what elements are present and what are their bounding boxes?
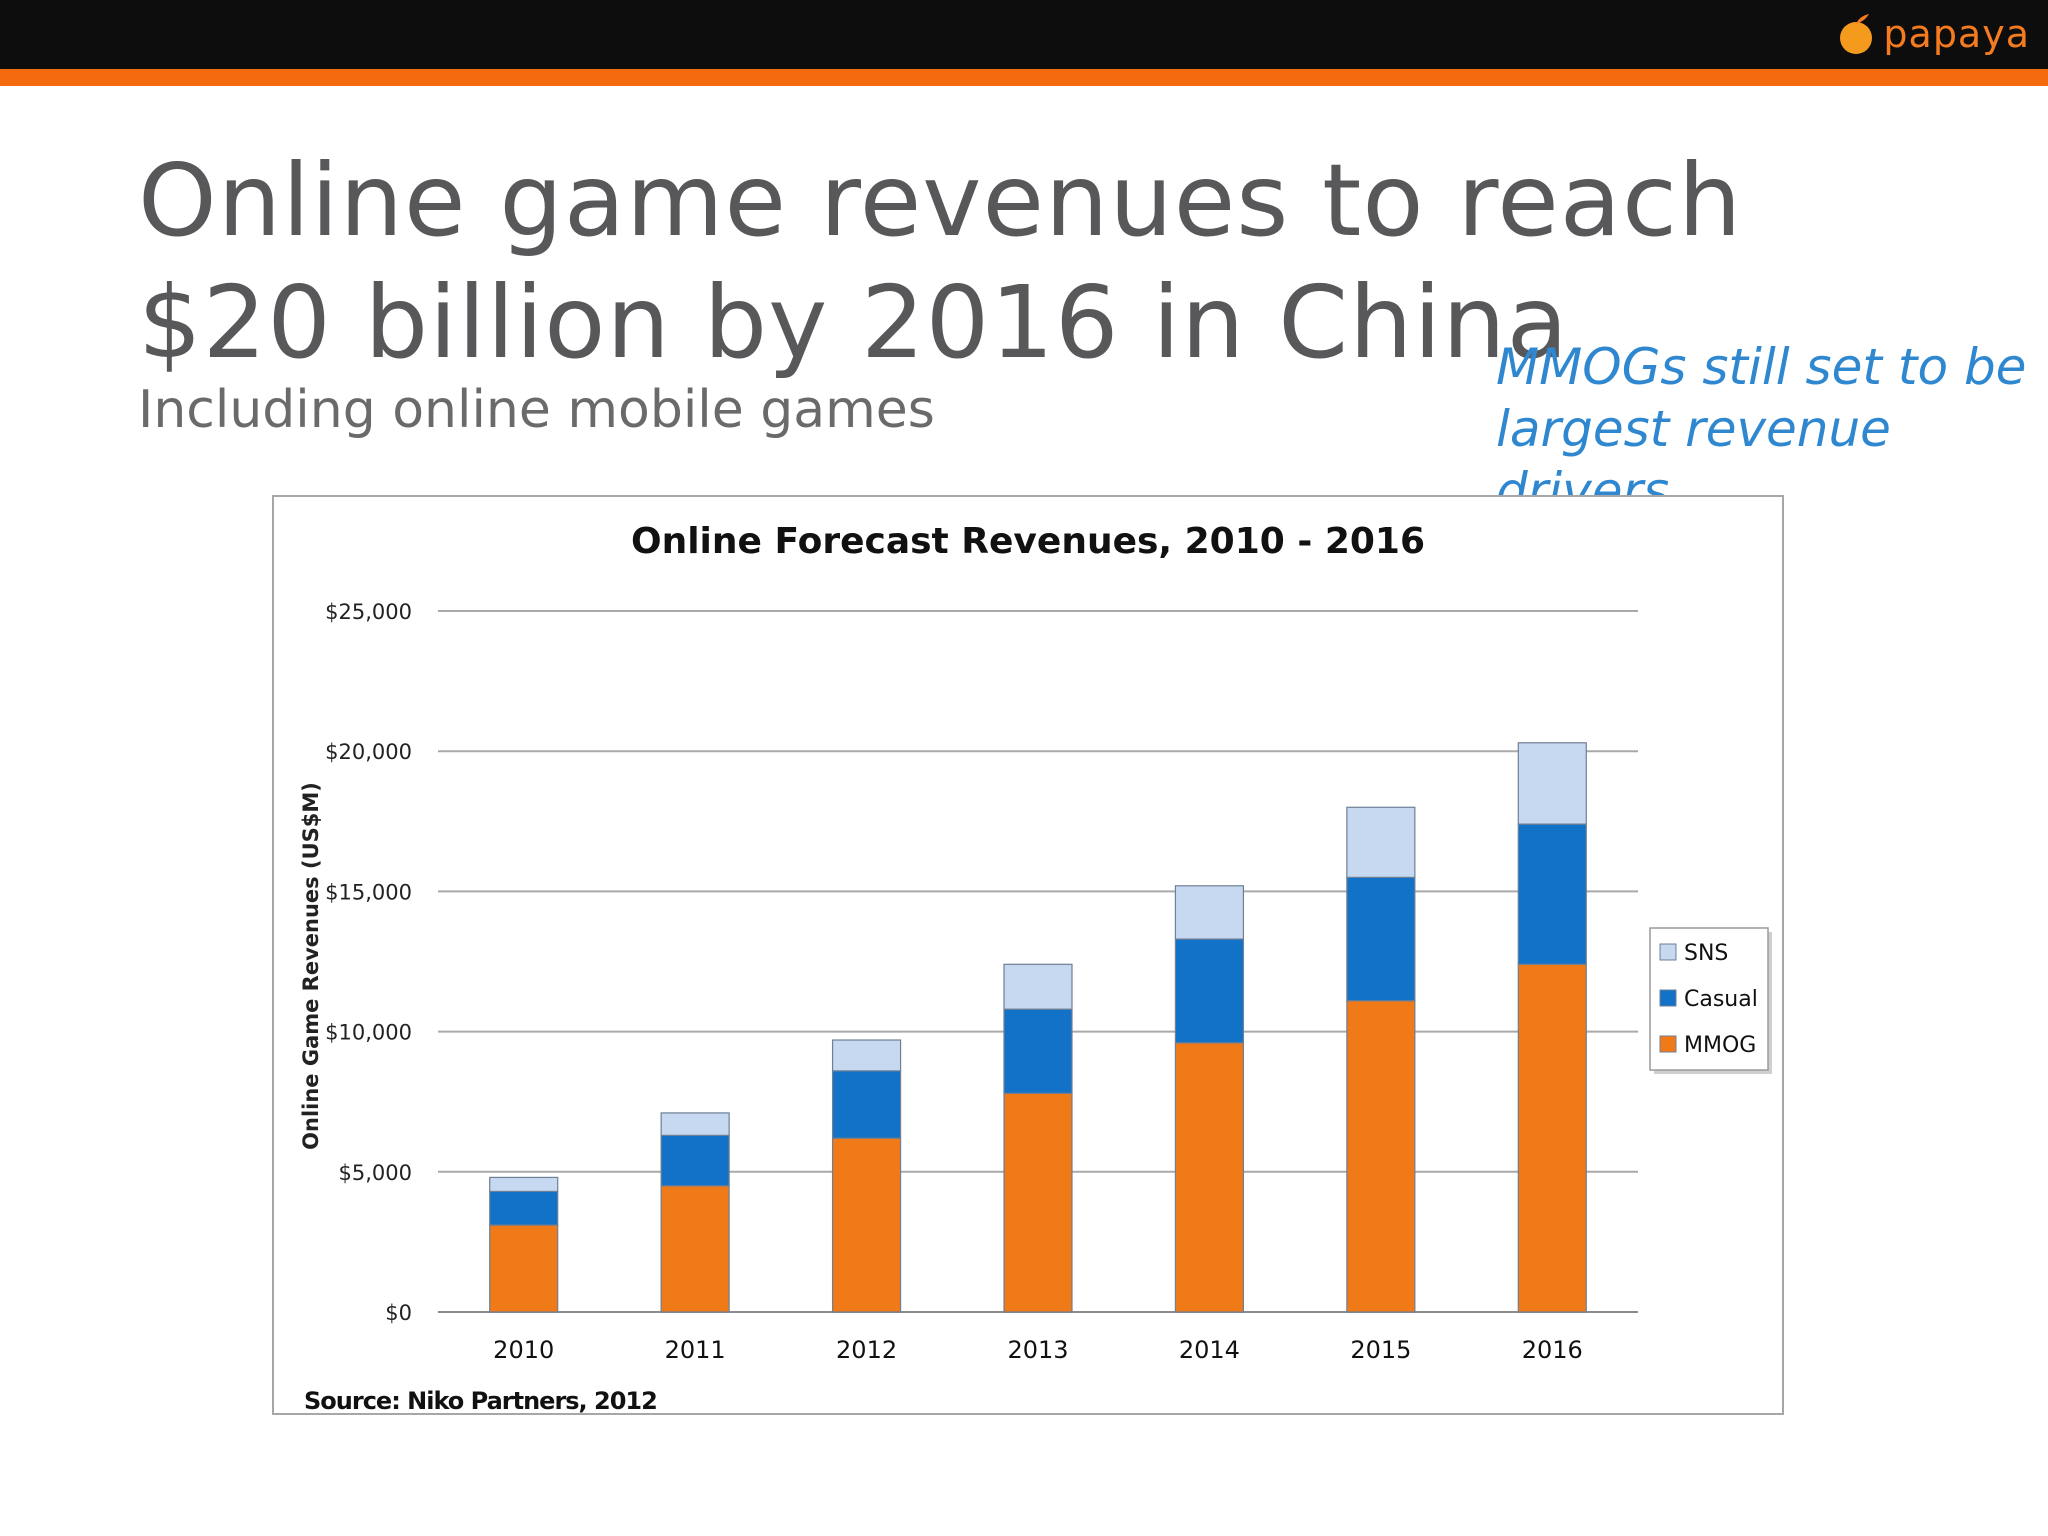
y-tick-label: $15,000 <box>325 880 412 904</box>
chart-title: Online Forecast Revenues, 2010 - 2016 <box>631 521 1425 562</box>
bar-mmog <box>1174 1042 1245 1313</box>
bar-mmog <box>831 1137 902 1313</box>
y-tick-label: $25,000 <box>325 600 412 624</box>
legend-swatch-sns <box>1659 943 1677 961</box>
bar-casual <box>1003 1008 1073 1094</box>
x-tick-label: 2016 <box>1522 1336 1583 1364</box>
top-bar <box>0 0 2048 69</box>
legend-label-sns: SNS <box>1684 941 1728 966</box>
bar-mmog <box>1003 1092 1073 1313</box>
y-tick-label: $5,000 <box>339 1161 412 1185</box>
brand-logo: papaya <box>1837 10 2030 58</box>
bar-casual <box>1517 823 1587 965</box>
chart-panel: Online Forecast Revenues, 2010 - 2016 On… <box>272 495 1784 1415</box>
bar-sns <box>831 1039 902 1072</box>
y-axis-label: Online Game Revenues (US$M) <box>299 782 323 1150</box>
bar-casual <box>831 1070 902 1139</box>
x-tick-label: 2014 <box>1179 1336 1240 1364</box>
bar-casual <box>489 1190 559 1226</box>
y-tick-label: $10,000 <box>325 1021 412 1045</box>
y-tick-label: $20,000 <box>325 740 412 764</box>
x-tick-label: 2011 <box>665 1336 726 1364</box>
x-tick-label: 2013 <box>1007 1336 1068 1364</box>
bar-sns <box>1003 963 1073 1010</box>
revenue-chart: Online Forecast Revenues, 2010 - 2016 On… <box>299 521 1772 1413</box>
accent-stripe <box>0 69 2048 86</box>
y-tick-label: $0 <box>385 1301 412 1325</box>
x-tick-label: 2015 <box>1350 1336 1411 1364</box>
brand-name: papaya <box>1883 12 2030 56</box>
bar-mmog <box>660 1185 730 1313</box>
bar-casual <box>660 1134 730 1187</box>
chart-source: Source: Niko Partners, 2012 <box>304 1387 657 1413</box>
bar-sns <box>660 1112 730 1136</box>
bar-mmog <box>489 1224 559 1313</box>
papaya-fruit-icon <box>1840 14 1873 54</box>
bar-sns <box>1346 806 1416 878</box>
bar-sns <box>489 1176 559 1193</box>
bar-mmog <box>1517 963 1587 1313</box>
bar-sns <box>1174 885 1245 940</box>
x-tick-label: 2010 <box>493 1336 554 1364</box>
bar-sns <box>1517 742 1587 825</box>
bar-casual <box>1174 938 1245 1044</box>
slide-subtitle: Including online mobile games <box>138 380 935 440</box>
slide-title: Online game revenues to reach $20 billio… <box>138 142 1743 381</box>
legend-swatch-mmog <box>1659 1035 1677 1053</box>
bar-casual <box>1346 876 1416 1002</box>
legend-swatch-casual <box>1659 989 1677 1007</box>
bar-mmog <box>1346 1000 1416 1313</box>
x-tick-label: 2012 <box>836 1336 897 1364</box>
legend-label-casual: Casual <box>1684 987 1758 1012</box>
legend-label-mmog: MMOG <box>1684 1033 1756 1058</box>
